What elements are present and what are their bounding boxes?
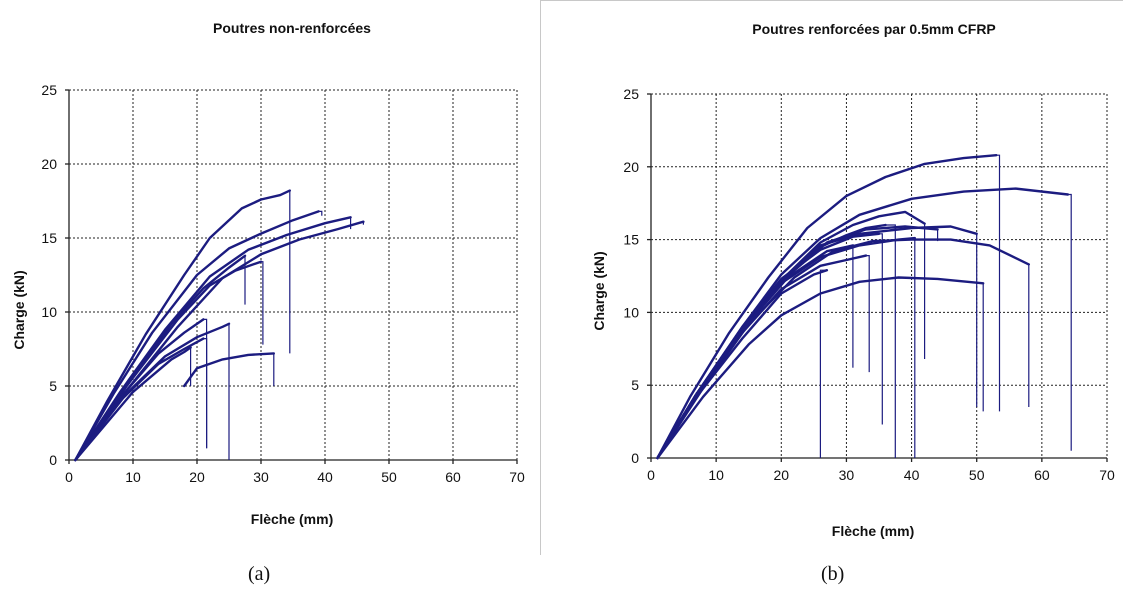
- caption-b: (b): [821, 563, 845, 585]
- x-tick-label: 40: [317, 469, 333, 485]
- gridlines: [69, 89, 518, 460]
- series-line-7: [74, 318, 205, 462]
- series-line-2: [74, 210, 320, 462]
- x-tick-label: 0: [65, 469, 73, 485]
- series-failure-drop-3: [879, 233, 883, 425]
- x-tick-label: 10: [708, 467, 724, 483]
- series-group: [74, 189, 365, 462]
- y-tick-label: 5: [631, 377, 639, 393]
- chart-panel-b: Poutres renforcées par 0.5mm CFRP Charge…: [540, 0, 1123, 555]
- series-line-9: [656, 269, 829, 460]
- x-tick-label: 50: [969, 467, 985, 483]
- x-tick-label: 70: [509, 469, 525, 485]
- series-failure-drop-4: [885, 224, 896, 458]
- series-line-11: [74, 322, 231, 462]
- y-tick-label: 25: [623, 86, 639, 102]
- caption-a: (a): [248, 563, 271, 585]
- gridlines: [651, 93, 1108, 458]
- series-failure-drop-6: [261, 261, 264, 345]
- x-tick-label: 30: [839, 467, 855, 483]
- x-tick-label: 0: [647, 467, 655, 483]
- series-failure-drop-2: [1067, 193, 1072, 451]
- x-tick-label: 40: [904, 467, 920, 483]
- y-tick-label: 10: [623, 304, 639, 320]
- y-tick-label: 15: [41, 230, 57, 246]
- chart-a-svg: Poutres non-renforcées Charge (kN) Flèch…: [11, 20, 525, 527]
- series-line-1: [656, 154, 998, 460]
- x-axis-label: Flèche (mm): [251, 511, 333, 527]
- chart-panel-a: Poutres non-renforcées Charge (kN) Flèch…: [0, 0, 537, 555]
- x-axis-label: Flèche (mm): [832, 523, 914, 539]
- x-tick-label: 70: [1099, 467, 1115, 483]
- series-line-8: [74, 337, 205, 462]
- x-tick-label: 60: [445, 469, 461, 485]
- chart-b-svg: Poutres renforcées par 0.5mm CFRP Charge…: [591, 21, 1115, 539]
- series-failure-drop-2: [318, 210, 323, 216]
- x-tick-label: 60: [1034, 467, 1050, 483]
- series-failure-drop-8: [866, 255, 870, 373]
- y-tick-label: 0: [631, 450, 639, 466]
- x-tick-label: 30: [253, 469, 269, 485]
- x-tick-label: 20: [189, 469, 205, 485]
- chart-title: Poutres non-renforcées: [213, 20, 371, 36]
- chart-title: Poutres renforcées par 0.5mm CFRP: [752, 21, 996, 37]
- series-line-6: [74, 260, 263, 462]
- series-line-13: [656, 244, 855, 460]
- y-tick-label: 0: [49, 452, 57, 468]
- series-line-10: [656, 276, 985, 460]
- y-tick-label: 10: [41, 304, 57, 320]
- series-line-3: [656, 232, 881, 460]
- y-tick-label: 15: [623, 232, 639, 248]
- y-axis-label: Charge (kN): [591, 251, 607, 330]
- series-failure-drop-1: [996, 154, 1001, 412]
- series-line-1: [74, 189, 291, 462]
- y-tick-label: 20: [623, 159, 639, 175]
- series-failure-drop-9: [819, 269, 827, 458]
- series-group: [656, 154, 1072, 460]
- y-tick-label: 20: [41, 156, 57, 172]
- x-tick-label: 50: [381, 469, 397, 485]
- x-tick-label: 10: [125, 469, 141, 485]
- y-tick-label: 5: [49, 378, 57, 394]
- series-line-7: [656, 238, 1030, 460]
- series-failure-drop-8: [203, 338, 208, 449]
- y-tick-label: 25: [41, 82, 57, 98]
- series-line-10: [183, 352, 275, 388]
- series-line-9: [74, 346, 192, 462]
- y-axis-label: Charge (kN): [11, 270, 27, 349]
- x-tick-label: 20: [773, 467, 789, 483]
- series-line-3: [74, 216, 352, 462]
